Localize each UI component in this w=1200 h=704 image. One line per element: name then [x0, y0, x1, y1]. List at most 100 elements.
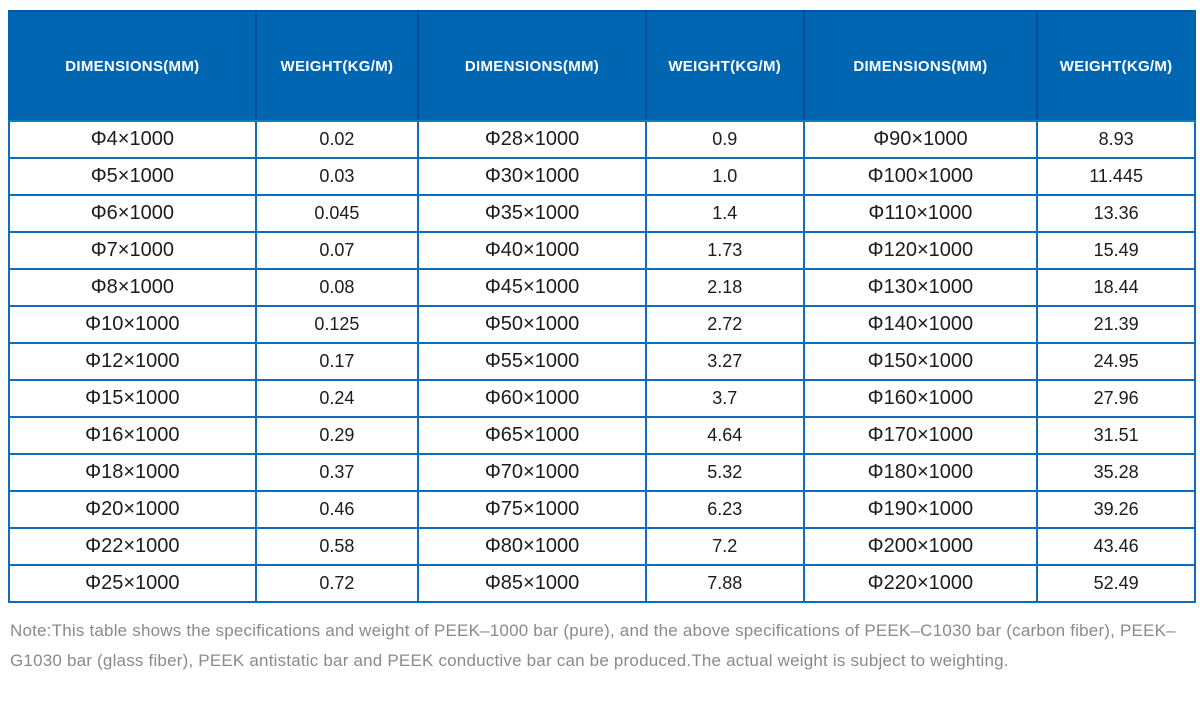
dimension-cell: Φ130×1000: [802, 268, 1039, 307]
dimension-cell: Φ20×1000: [8, 490, 257, 529]
table-row: Φ16×1000 0.29 Φ65×1000 4.64 Φ170×1000 31…: [8, 416, 1196, 455]
table-row: Φ18×1000 0.37 Φ70×1000 5.32 Φ180×1000 35…: [8, 453, 1196, 492]
weight-cell: 5.32: [644, 453, 805, 492]
dimension-cell: Φ35×1000: [417, 194, 647, 233]
weight-cell: 7.88: [644, 564, 805, 603]
dimension-cell: Φ65×1000: [417, 416, 647, 455]
weight-cell: 0.37: [254, 453, 420, 492]
dimension-cell: Φ6×1000: [8, 194, 257, 233]
dimension-cell: Φ16×1000: [8, 416, 257, 455]
dimension-cell: Φ220×1000: [802, 564, 1039, 603]
weight-cell: 31.51: [1036, 416, 1196, 455]
table-row: Φ22×1000 0.58 Φ80×1000 7.2 Φ200×1000 43.…: [8, 527, 1196, 566]
dimension-cell: Φ60×1000: [417, 379, 647, 418]
dimension-cell: Φ180×1000: [802, 453, 1039, 492]
dimension-cell: Φ8×1000: [8, 268, 257, 307]
dimension-cell: Φ22×1000: [8, 527, 257, 566]
weight-cell: 8.93: [1036, 120, 1196, 159]
table-row: Φ8×1000 0.08 Φ45×1000 2.18 Φ130×1000 18.…: [8, 268, 1196, 307]
dimension-cell: Φ170×1000: [802, 416, 1039, 455]
weight-cell: 35.28: [1036, 453, 1196, 492]
dimension-cell: Φ100×1000: [802, 157, 1039, 196]
weight-cell: 43.46: [1036, 527, 1196, 566]
weight-cell: 52.49: [1036, 564, 1196, 603]
weight-cell: 0.58: [254, 527, 420, 566]
weight-cell: 11.445: [1036, 157, 1196, 196]
spec-table: DIMENSIONS(MM) WEIGHT(KG/M) DIMENSIONS(M…: [8, 10, 1196, 603]
weight-cell: 0.72: [254, 564, 420, 603]
dimension-cell: Φ70×1000: [417, 453, 647, 492]
table-row: Φ10×1000 0.125 Φ50×1000 2.72 Φ140×1000 2…: [8, 305, 1196, 344]
dimension-cell: Φ15×1000: [8, 379, 257, 418]
dimension-cell: Φ85×1000: [417, 564, 647, 603]
dimension-cell: Φ110×1000: [802, 194, 1039, 233]
weight-cell: 15.49: [1036, 231, 1196, 270]
dimension-cell: Φ200×1000: [802, 527, 1039, 566]
table-row: Φ20×1000 0.46 Φ75×1000 6.23 Φ190×1000 39…: [8, 490, 1196, 529]
dimension-cell: Φ4×1000: [8, 120, 257, 159]
table-row: Φ7×1000 0.07 Φ40×1000 1.73 Φ120×1000 15.…: [8, 231, 1196, 270]
table-row: Φ12×1000 0.17 Φ55×1000 3.27 Φ150×1000 24…: [8, 342, 1196, 381]
table-row: Φ4×1000 0.02 Φ28×1000 0.9 Φ90×1000 8.93: [8, 120, 1196, 159]
table-row: Φ5×1000 0.03 Φ30×1000 1.0 Φ100×1000 11.4…: [8, 157, 1196, 196]
dimension-cell: Φ55×1000: [417, 342, 647, 381]
table-row: Φ25×1000 0.72 Φ85×1000 7.88 Φ220×1000 52…: [8, 564, 1196, 603]
weight-cell: 0.08: [254, 268, 420, 307]
dimension-cell: Φ40×1000: [417, 231, 647, 270]
weight-cell: 24.95: [1036, 342, 1196, 381]
table-body: Φ4×1000 0.02 Φ28×1000 0.9 Φ90×1000 8.93 …: [8, 120, 1196, 603]
table-header: DIMENSIONS(MM) WEIGHT(KG/M) DIMENSIONS(M…: [8, 11, 1196, 122]
weight-cell: 27.96: [1036, 379, 1196, 418]
table-row: Φ6×1000 0.045 Φ35×1000 1.4 Φ110×1000 13.…: [8, 194, 1196, 233]
dimension-cell: Φ80×1000: [417, 527, 647, 566]
weight-cell: 39.26: [1036, 490, 1196, 529]
weight-cell: 4.64: [644, 416, 805, 455]
weight-cell: 3.27: [644, 342, 805, 381]
dimension-cell: Φ7×1000: [8, 231, 257, 270]
weight-cell: 0.03: [254, 157, 420, 196]
header-row: DIMENSIONS(MM) WEIGHT(KG/M) DIMENSIONS(M…: [8, 11, 1196, 122]
weight-cell: 0.045: [254, 194, 420, 233]
dimension-cell: Φ150×1000: [802, 342, 1039, 381]
note-text: Note:This table shows the specifications…: [10, 621, 1176, 670]
dimension-cell: Φ30×1000: [417, 157, 647, 196]
dimension-cell: Φ5×1000: [8, 157, 257, 196]
dimension-cell: Φ190×1000: [802, 490, 1039, 529]
dimension-cell: Φ25×1000: [8, 564, 257, 603]
header-dimensions-2: DIMENSIONS(MM): [417, 11, 647, 122]
header-dimensions-1: DIMENSIONS(MM): [8, 11, 257, 122]
weight-cell: 18.44: [1036, 268, 1196, 307]
dimension-cell: Φ18×1000: [8, 453, 257, 492]
header-weight-3: WEIGHT(KG/M): [1036, 11, 1196, 122]
dimension-cell: Φ75×1000: [417, 490, 647, 529]
dimension-cell: Φ28×1000: [417, 120, 647, 159]
weight-cell: 0.17: [254, 342, 420, 381]
weight-cell: 6.23: [644, 490, 805, 529]
weight-cell: 21.39: [1036, 305, 1196, 344]
weight-cell: 2.72: [644, 305, 805, 344]
header-dimensions-3: DIMENSIONS(MM): [802, 11, 1039, 122]
dimension-cell: Φ10×1000: [8, 305, 257, 344]
weight-cell: 0.46: [254, 490, 420, 529]
weight-cell: 0.02: [254, 120, 420, 159]
weight-cell: 2.18: [644, 268, 805, 307]
weight-cell: 13.36: [1036, 194, 1196, 233]
header-weight-2: WEIGHT(KG/M): [644, 11, 805, 122]
dimension-cell: Φ160×1000: [802, 379, 1039, 418]
dimension-cell: Φ90×1000: [802, 120, 1039, 159]
weight-cell: 7.2: [644, 527, 805, 566]
table-row: Φ15×1000 0.24 Φ60×1000 3.7 Φ160×1000 27.…: [8, 379, 1196, 418]
dimension-cell: Φ140×1000: [802, 305, 1039, 344]
dimension-cell: Φ120×1000: [802, 231, 1039, 270]
weight-cell: 1.0: [644, 157, 805, 196]
dimension-cell: Φ12×1000: [8, 342, 257, 381]
dimension-cell: Φ50×1000: [417, 305, 647, 344]
weight-cell: 0.24: [254, 379, 420, 418]
weight-cell: 0.125: [254, 305, 420, 344]
weight-cell: 1.73: [644, 231, 805, 270]
weight-cell: 1.4: [644, 194, 805, 233]
weight-cell: 0.29: [254, 416, 420, 455]
weight-cell: 3.7: [644, 379, 805, 418]
weight-cell: 0.07: [254, 231, 420, 270]
